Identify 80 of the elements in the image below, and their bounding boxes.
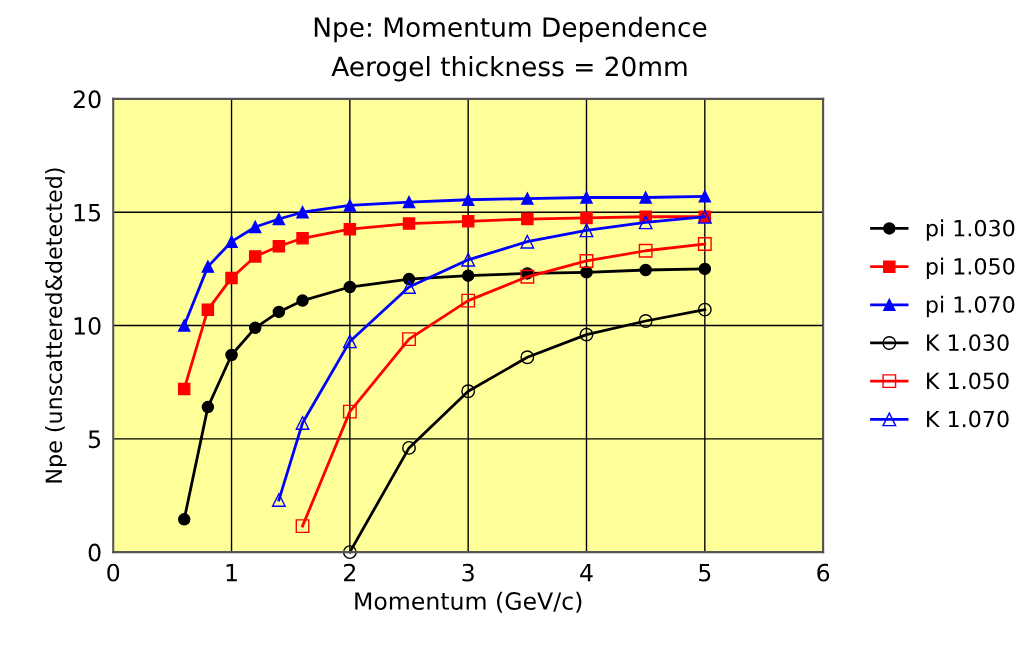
point [201,303,215,316]
x-tick-label: 5 [699,564,711,582]
point [177,513,191,526]
legend-label: K 1.030 [927,334,1009,352]
point [580,211,593,225]
legend-label: K 1.050 [927,372,1009,390]
point [580,266,593,279]
point [296,232,309,245]
point [579,327,594,342]
point [343,199,357,212]
y-tick-label: 0 [88,543,101,562]
point [638,215,653,230]
x-tick-label: 6 [817,563,830,582]
x-tick-label: 3 [462,563,474,582]
point [296,294,309,307]
point [579,223,594,238]
legend-label: pi 1.070 [926,295,1015,318]
point [520,234,535,249]
y-tick-label: 15 [74,203,101,222]
point [342,334,357,349]
point [639,191,652,204]
point [461,384,476,399]
point [295,519,310,534]
point [402,440,416,455]
point [461,293,476,308]
point [461,269,475,282]
point [579,254,594,268]
point [402,195,416,209]
point [580,191,593,204]
y-tick-label: 5 [88,430,101,449]
point [342,545,357,560]
x-tick-label: 4 [580,564,593,582]
x-tick-label: 2 [344,563,356,582]
point [201,260,215,273]
point [461,193,475,207]
point [402,280,416,294]
point [342,404,357,419]
point [520,269,535,284]
point [201,400,215,414]
y-axis-title: Npe (unscattered&detected) [45,168,67,483]
x-tick-label: 1 [226,564,237,582]
point [225,235,238,248]
point [698,190,712,203]
point [225,271,238,285]
point [697,302,712,317]
point [520,350,535,365]
chart-title: Npe: Momentum Dependence [314,16,707,43]
y-tick-label: 10 [74,316,101,335]
point [295,416,310,430]
point [402,217,416,230]
point [402,332,416,347]
point [225,348,238,362]
point [296,205,309,219]
point [272,239,286,253]
point [343,222,357,236]
point [177,382,191,396]
point [248,321,262,335]
point [638,314,653,328]
point [461,252,476,267]
y-tick-label: 20 [73,90,101,109]
legend-label: pi 1.030 [926,219,1015,241]
legend-label: pi 1.050 [926,257,1015,280]
x-axis-title: Momentum (GeV/c) [355,591,582,613]
point [271,493,286,507]
point [697,237,712,251]
point [177,319,191,332]
point [272,305,286,319]
legend-label: K 1.070 [927,410,1009,428]
chart-subtitle: Aerogel thickness = 20mm [331,56,687,82]
x-tick-label: 0 [107,563,120,582]
point [638,243,653,258]
point [461,215,475,228]
point [698,262,712,276]
point [343,280,357,294]
point [521,192,534,205]
point [248,220,262,234]
point [521,212,534,226]
point [248,250,262,263]
point [272,212,286,226]
point [639,263,652,277]
